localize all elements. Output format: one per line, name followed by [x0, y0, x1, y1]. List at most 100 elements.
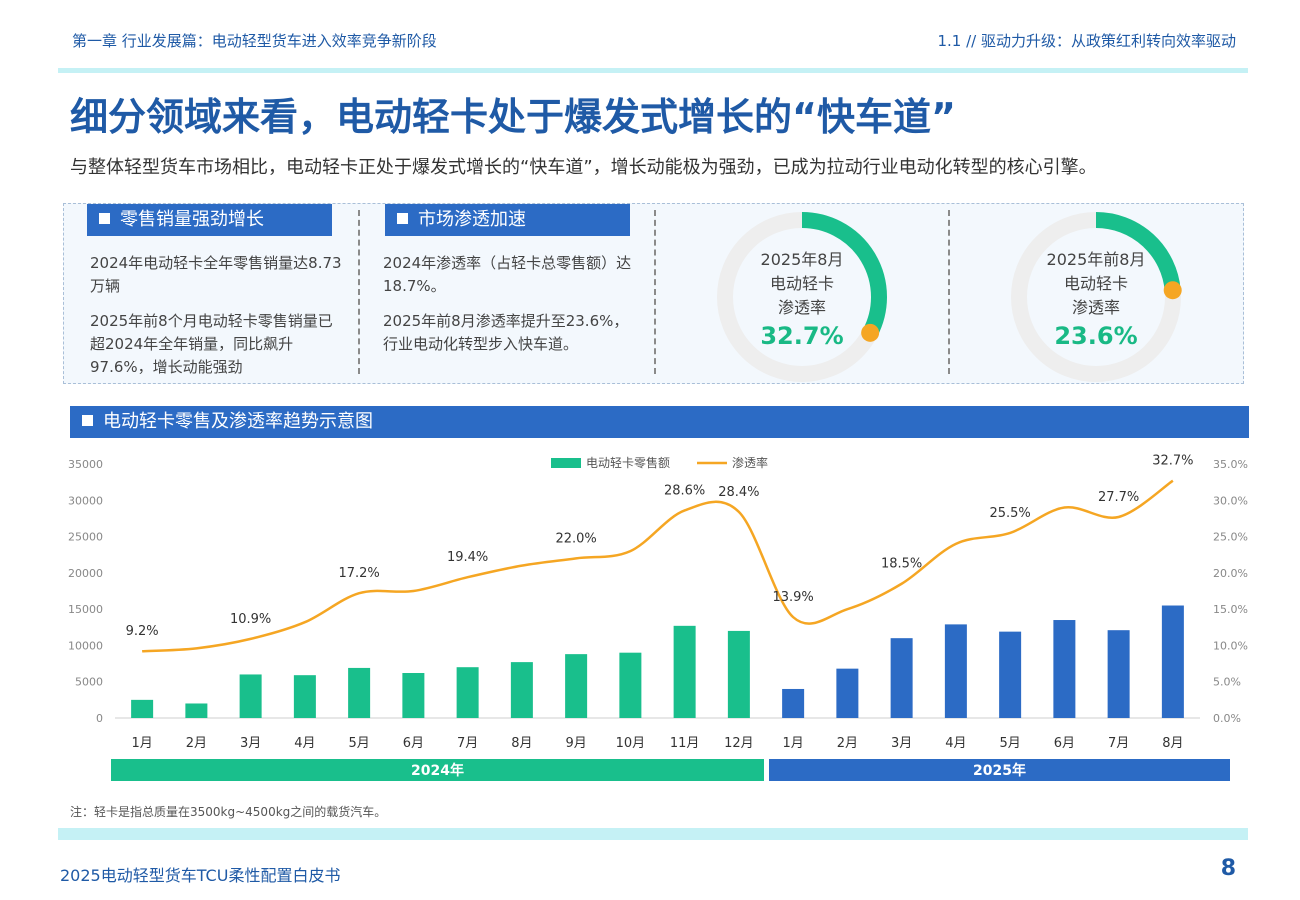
bar: [293, 675, 316, 718]
bar: [1053, 620, 1076, 718]
x-tick-label: 4月: [945, 736, 966, 751]
donut-value-ytd: 23.6%: [1054, 322, 1138, 350]
bar: [1161, 605, 1184, 718]
y-right-tick-label: 30.0%: [1213, 494, 1248, 507]
square-bullet-icon: [99, 213, 110, 224]
page-number: 8: [1220, 856, 1236, 881]
line-data-label: 18.5%: [881, 557, 922, 572]
bar: [565, 654, 588, 718]
square-bullet-icon: [82, 415, 93, 426]
line-data-label: 13.9%: [772, 590, 813, 605]
bar: [402, 673, 425, 718]
x-tick-label: 2月: [186, 736, 207, 751]
x-tick-label: 5月: [348, 736, 369, 751]
line-data-label: 28.4%: [718, 485, 759, 500]
bar: [185, 703, 208, 718]
donut-line-3: 渗透率: [1071, 298, 1120, 317]
year-band-label: 2024年: [411, 762, 464, 779]
x-tick-label: 3月: [891, 736, 912, 751]
bar: [619, 652, 642, 718]
retail-paragraph-2: 2025年前8个月电动轻卡零售销量已超2024年全年销量，同比飙升97.6%，增…: [90, 312, 333, 376]
penetration-card-heading: 市场渗透加速: [385, 204, 630, 236]
page-subtitle: 与整体轻型货车市场相比，电动轻卡正处于爆发式增长的“快车道”，增长动能极为强劲，…: [70, 157, 1097, 178]
legend-bar-swatch: [551, 458, 581, 468]
document-title: 2025电动轻型货车TCU柔性配置白皮书: [60, 866, 341, 885]
footnote: 注：轻卡是指总质量在3500kg~4500kg之间的载货汽车。: [70, 805, 387, 819]
line-data-label: 10.9%: [230, 612, 271, 627]
divider: [948, 210, 950, 374]
y-right-tick-label: 20.0%: [1213, 567, 1248, 580]
chart-section-title: 电动轻卡零售及渗透率趋势示意图: [103, 411, 373, 432]
line-data-label: 28.6%: [664, 483, 705, 498]
chapter-header: 第一章 行业发展篇：电动轻型货车进入效率竞争新阶段: [72, 32, 437, 50]
line-data-label: 19.4%: [447, 550, 488, 565]
donut-value-monthly: 32.7%: [760, 322, 844, 350]
x-tick-label: 4月: [294, 736, 315, 751]
y-left-tick-label: 5000: [75, 676, 103, 689]
x-tick-label: 5月: [999, 736, 1020, 751]
line-data-label: 27.7%: [1098, 490, 1139, 505]
legend-bar-label: 电动轻卡零售额: [586, 455, 670, 470]
bar: [348, 667, 371, 718]
x-tick-label: 6月: [1054, 736, 1075, 751]
x-tick-label: 1月: [131, 736, 152, 751]
y-left-tick-label: 35000: [68, 458, 103, 471]
retail-card-heading: 零售销量强劲增长: [87, 204, 332, 236]
donut-chart-monthly: [717, 212, 887, 382]
section-header: 1.1 // 驱动力升级：从政策红利转向效率驱动: [937, 32, 1236, 50]
y-right-tick-label: 5.0%: [1213, 676, 1241, 689]
bar: [510, 662, 533, 718]
donut-progress-arc: [1095, 212, 1181, 292]
bar: [782, 688, 805, 718]
x-tick-label: 8月: [511, 736, 532, 751]
x-tick-label: 7月: [457, 736, 478, 751]
y-right-tick-label: 10.0%: [1213, 639, 1248, 652]
divider: [358, 210, 360, 374]
y-right-tick-label: 35.0%: [1213, 458, 1248, 471]
x-tick-label: 3月: [240, 736, 261, 751]
bar: [999, 631, 1022, 718]
bar: [131, 699, 154, 718]
divider: [654, 210, 656, 374]
year-band: [769, 759, 1230, 781]
x-tick-label: 9月: [565, 736, 586, 751]
x-tick-label: 10月: [616, 736, 646, 751]
bar: [239, 674, 262, 718]
x-tick-label: 8月: [1162, 736, 1183, 751]
line-data-label: 9.2%: [126, 624, 159, 639]
page-title: 细分领域来看，电动轻卡处于爆发式增长的“快车道”: [70, 95, 956, 139]
square-bullet-icon: [397, 213, 408, 224]
y-left-tick-label: 15000: [68, 603, 103, 616]
line-data-label: 25.5%: [989, 506, 1030, 521]
donut-label-monthly: 2025年8月 电动轻卡 渗透率: [732, 248, 872, 320]
penetration-paragraph-1: 2024年渗透率（占轻卡总零售额）达18.7%。: [383, 254, 632, 295]
chart-section-heading: 电动轻卡零售及渗透率趋势示意图: [70, 406, 1249, 438]
line-data-label: 22.0%: [555, 531, 596, 546]
penetration-heading-text: 市场渗透加速: [418, 209, 526, 230]
line-data-label: 32.7%: [1152, 454, 1193, 469]
y-left-tick-label: 25000: [68, 531, 103, 544]
bar: [836, 668, 859, 718]
retail-paragraph-1: 2024年电动轻卡全年零售销量达8.73万辆: [90, 254, 342, 295]
y-right-tick-label: 15.0%: [1213, 603, 1248, 616]
year-band-label: 2025年: [973, 762, 1026, 779]
trend-chart: 0 5000 10000 15000 20000 25000 30000 35000 0.0% 5…: [68, 454, 1248, 781]
x-tick-label: 12月: [724, 736, 754, 751]
y-right-tick-label: 0.0%: [1213, 712, 1241, 725]
year-band: [111, 759, 764, 781]
x-tick-label: 2月: [837, 736, 858, 751]
line-data-label: 17.2%: [338, 566, 379, 581]
y-left-tick-label: 30000: [68, 494, 103, 507]
penetration-paragraph-2: 2025年前8月渗透率提升至23.6%，行业电动化转型步入快车道。: [383, 312, 629, 353]
donut-line-2: 电动轻卡: [1063, 274, 1128, 293]
y-left-tick-label: 20000: [68, 567, 103, 580]
donut-label-ytd: 2025年前8月 电动轻卡 渗透率: [1026, 248, 1166, 320]
bar: [890, 638, 913, 718]
donut-line-1: 2025年8月: [760, 250, 844, 269]
y-right-tick-label: 25.0%: [1213, 531, 1248, 544]
x-tick-label: 11月: [670, 736, 700, 751]
donut-chart-ytd: [1011, 212, 1182, 382]
x-tick-label: 1月: [782, 736, 803, 751]
y-left-tick-label: 10000: [68, 639, 103, 652]
retail-heading-text: 零售销量强劲增长: [120, 209, 264, 230]
